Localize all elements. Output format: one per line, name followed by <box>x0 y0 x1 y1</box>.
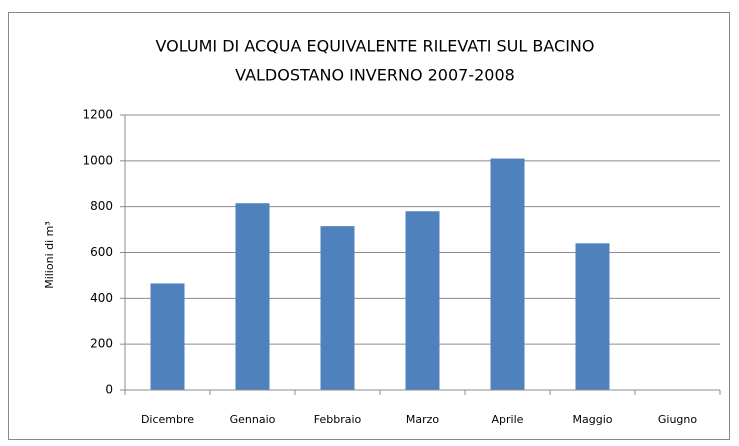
bar <box>235 203 270 390</box>
y-tick-label: 400 <box>90 291 113 305</box>
x-tick-label: Gennaio <box>230 413 276 426</box>
bar <box>405 211 440 390</box>
x-tick-label: Dicembre <box>141 413 194 426</box>
x-tick-label: Febbraio <box>314 413 362 426</box>
chart-title: VALDOSTANO INVERNO 2007-2008 <box>235 66 515 85</box>
x-tick-label: Marzo <box>406 413 440 426</box>
bar <box>490 158 525 390</box>
y-tick-label: 1000 <box>82 153 113 167</box>
y-tick-label: 1200 <box>82 108 113 122</box>
x-tick-label: Aprile <box>492 413 524 426</box>
bar <box>150 283 185 390</box>
y-tick-label: 800 <box>90 199 113 213</box>
x-tick-label: Maggio <box>573 413 613 426</box>
y-tick-label: 200 <box>90 337 113 351</box>
bar <box>320 226 355 390</box>
x-tick-label: Giugno <box>658 413 698 426</box>
y-tick-label: 600 <box>90 245 113 259</box>
y-tick-label: 0 <box>105 383 113 397</box>
y-axis-label: Milioni di m³ <box>43 221 56 289</box>
chart-title: VOLUMI DI ACQUA EQUIVALENTE RILEVATI SUL… <box>156 37 595 56</box>
bar <box>575 243 610 390</box>
